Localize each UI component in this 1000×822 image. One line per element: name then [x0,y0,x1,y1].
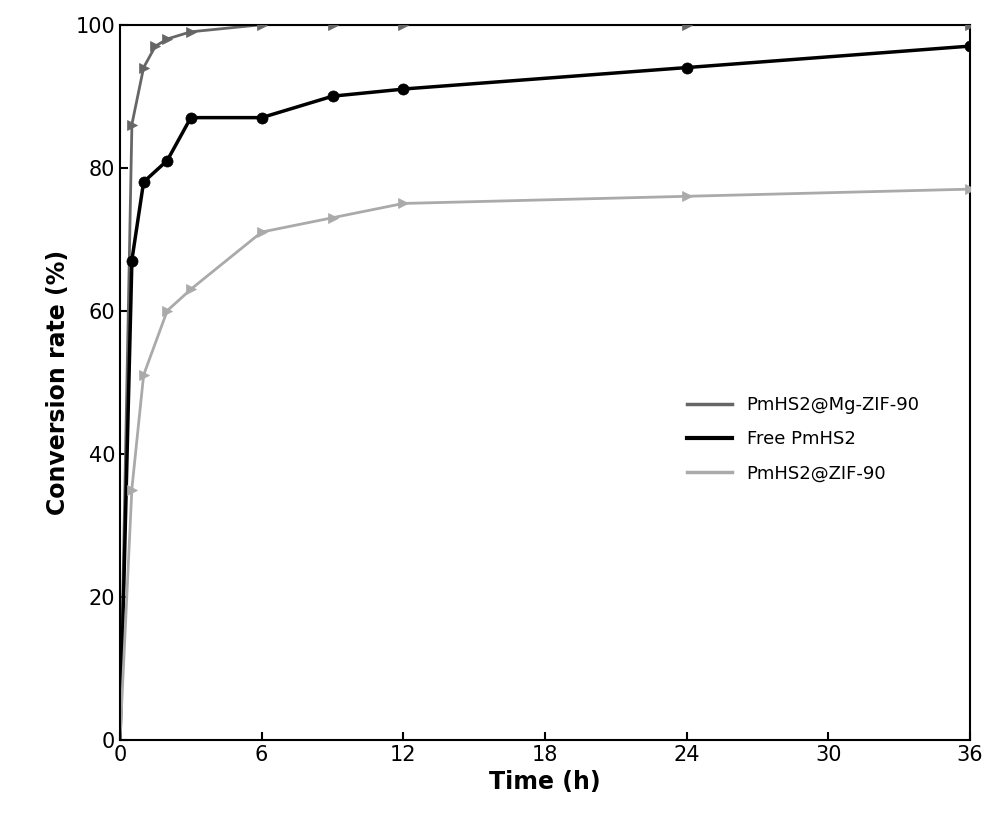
Legend: PmHS2@Mg-ZIF-90, Free PmHS2, PmHS2@ZIF-90: PmHS2@Mg-ZIF-90, Free PmHS2, PmHS2@ZIF-9… [680,389,927,490]
X-axis label: Time (h): Time (h) [489,770,601,794]
Y-axis label: Conversion rate (%): Conversion rate (%) [46,250,70,515]
